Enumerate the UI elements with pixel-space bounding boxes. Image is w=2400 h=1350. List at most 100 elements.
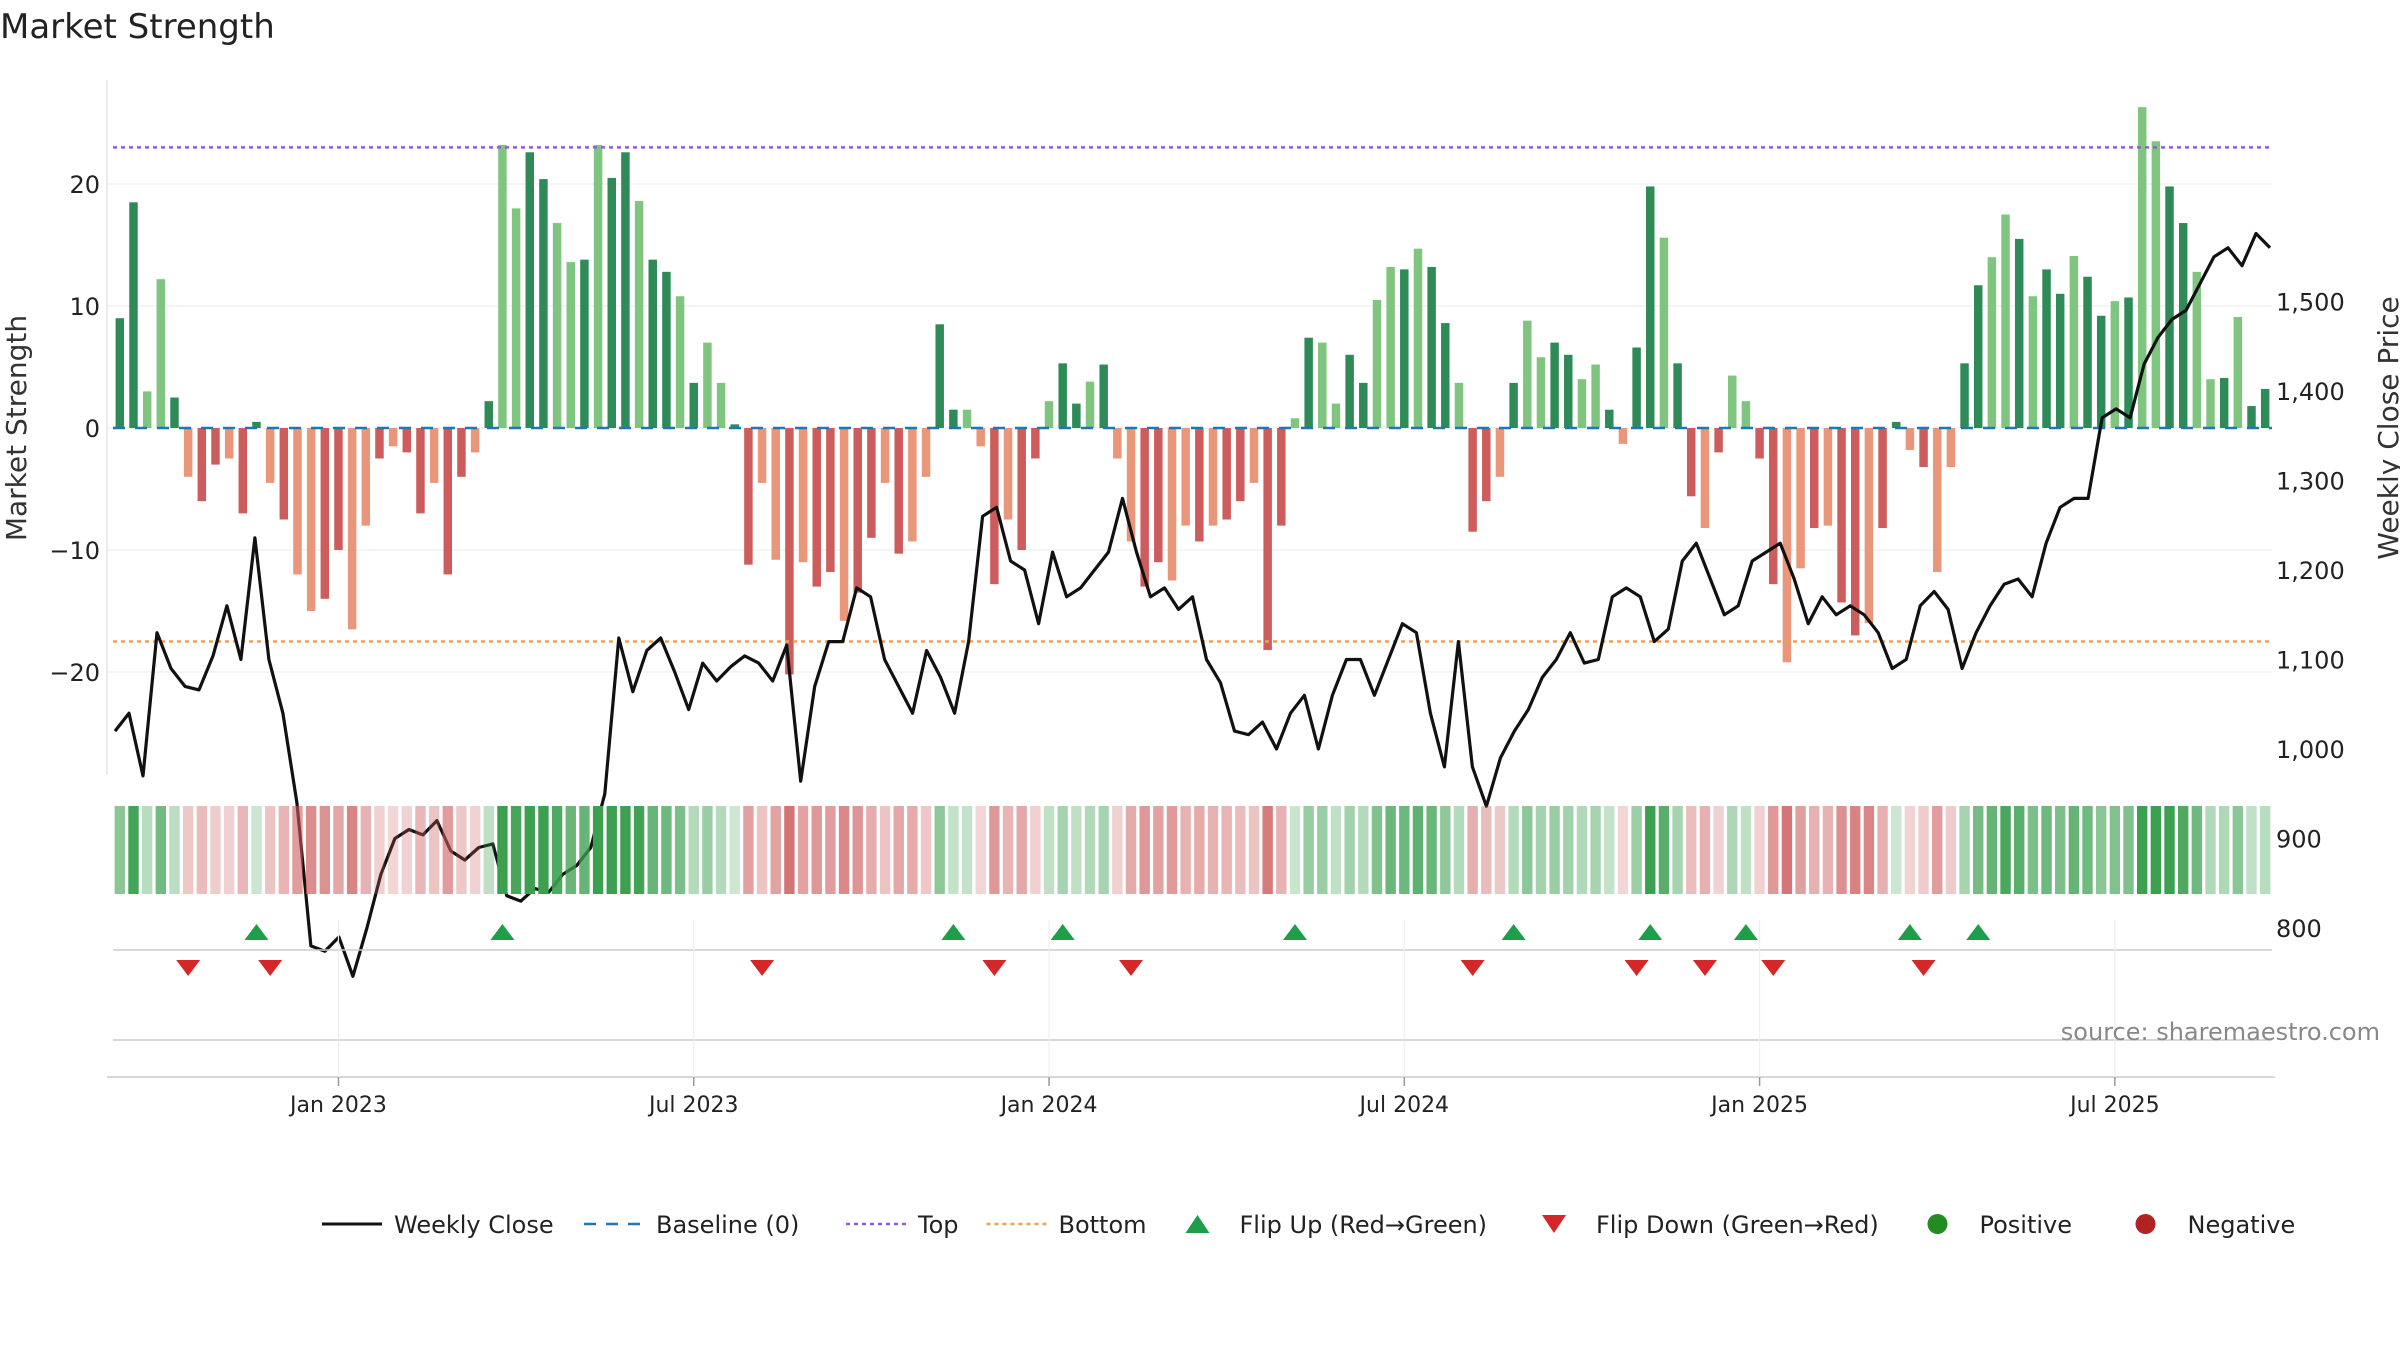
- strength-bar: [142, 391, 152, 428]
- flip-up-marker: [1897, 924, 1922, 940]
- strength-bar: [1099, 364, 1108, 428]
- heat-cell: [1467, 806, 1478, 894]
- heat-cell: [2082, 806, 2093, 894]
- strength-bar: [552, 223, 562, 428]
- heat-cell: [2055, 806, 2066, 894]
- heat-cell: [524, 806, 535, 894]
- strength-bar: [2028, 296, 2038, 428]
- strength-bar: [2165, 186, 2174, 428]
- x-tick-label: Jul 2024: [1358, 1093, 1450, 1118]
- heat-cell: [1426, 806, 1437, 894]
- heat-cell: [1235, 806, 1246, 894]
- dot-icon: [2135, 1214, 2156, 1234]
- heat-cell: [182, 806, 194, 894]
- legend-item-negative: Negative: [2135, 1211, 2295, 1239]
- strength-bar: [962, 409, 972, 428]
- strength-bar: [1181, 428, 1190, 526]
- strength-bar: [1864, 428, 1874, 624]
- heat-cell: [756, 806, 768, 894]
- legend-item-flip-down: Flip Down (Green→Red): [1542, 1211, 1879, 1239]
- heat-cell: [2164, 806, 2175, 894]
- legend-item-top: Top: [846, 1211, 959, 1239]
- strength-bar: [457, 428, 466, 477]
- right-tick-label: 800: [2276, 915, 2322, 943]
- heat-cell: [2150, 806, 2162, 894]
- heat-cell: [797, 806, 809, 894]
- source-note: source: sharemaestro.com: [2061, 1018, 2380, 1046]
- triangle-down-icon: [1542, 1215, 1566, 1233]
- strength-bar: [826, 428, 835, 572]
- legend-label: Flip Up (Red→Green): [1240, 1211, 1488, 1239]
- legend-label: Bottom: [1059, 1211, 1147, 1239]
- heat-cell: [1877, 806, 1888, 894]
- heat-cell: [114, 806, 126, 894]
- strength-bar: [1591, 364, 1600, 428]
- strength-bar: [1031, 428, 1040, 459]
- strength-bar: [2001, 214, 2010, 428]
- strength-bar: [648, 259, 657, 428]
- heat-cell: [1494, 806, 1506, 894]
- strength-bar: [293, 428, 302, 575]
- heat-cell: [155, 806, 167, 894]
- heat-cell: [223, 806, 235, 894]
- heat-cell: [989, 806, 1000, 894]
- strength-bar: [757, 428, 767, 483]
- heat-cell: [1809, 806, 1820, 894]
- heat-cell: [2246, 806, 2257, 894]
- strength-bar: [2137, 107, 2147, 428]
- chart-title: Market Strength: [0, 7, 275, 47]
- strength-bar: [156, 279, 166, 428]
- heat-cell: [1645, 806, 1656, 894]
- strength-bar: [1605, 409, 1614, 428]
- strength-bar: [2042, 269, 2051, 428]
- heat-cell: [483, 806, 494, 894]
- x-tick-label: Jul 2023: [647, 1093, 739, 1118]
- heat-cell: [1891, 806, 1902, 894]
- strength-bar: [1796, 428, 1805, 569]
- strength-bar: [880, 428, 890, 483]
- right-tick-label: 900: [2276, 826, 2322, 854]
- triangle-up-icon: [1185, 1215, 1210, 1233]
- strength-bar: [1769, 428, 1778, 585]
- heat-cell: [2041, 806, 2052, 894]
- heat-cell: [1194, 806, 1205, 894]
- strength-bar: [1946, 428, 1956, 468]
- strength-bar: [894, 428, 903, 554]
- strength-bar: [812, 428, 821, 587]
- heat-cell: [2068, 806, 2080, 894]
- heat-cell: [852, 806, 863, 894]
- strength-bar: [1577, 379, 1587, 428]
- heat-cell: [374, 806, 385, 894]
- heat-cell: [579, 806, 590, 894]
- flip-down-marker: [982, 960, 1007, 976]
- heat-cell: [934, 806, 945, 894]
- strength-bar: [1413, 248, 1423, 428]
- heat-cell: [456, 806, 467, 894]
- flip-down-marker: [1911, 960, 1936, 976]
- strength-bar: [1960, 363, 1969, 428]
- strength-bar: [129, 202, 138, 428]
- heat-cell: [1932, 806, 1943, 894]
- strength-bar: [224, 428, 234, 459]
- strength-bar: [1741, 401, 1751, 428]
- heat-cell: [387, 806, 399, 894]
- heat-cell: [961, 806, 973, 894]
- heat-cell: [2109, 806, 2121, 894]
- strength-bar: [1085, 381, 1095, 428]
- strength-bar: [183, 428, 193, 477]
- heat-cell: [565, 806, 576, 894]
- heat-cell: [1986, 806, 1998, 894]
- heat-cell: [1754, 806, 1765, 894]
- strength-bar: [2178, 223, 2188, 428]
- strength-bar: [197, 428, 207, 502]
- strength-bar: [1400, 269, 1409, 428]
- strength-bar: [2083, 276, 2092, 428]
- strength-bar: [347, 428, 357, 630]
- legend-label: Weekly Close: [394, 1211, 554, 1239]
- strength-bar: [1932, 428, 1942, 572]
- heat-cell: [2014, 806, 2025, 894]
- legend-item-bottom: Bottom: [986, 1211, 1147, 1239]
- strength-bar: [675, 296, 685, 428]
- strength-bar: [1126, 428, 1136, 542]
